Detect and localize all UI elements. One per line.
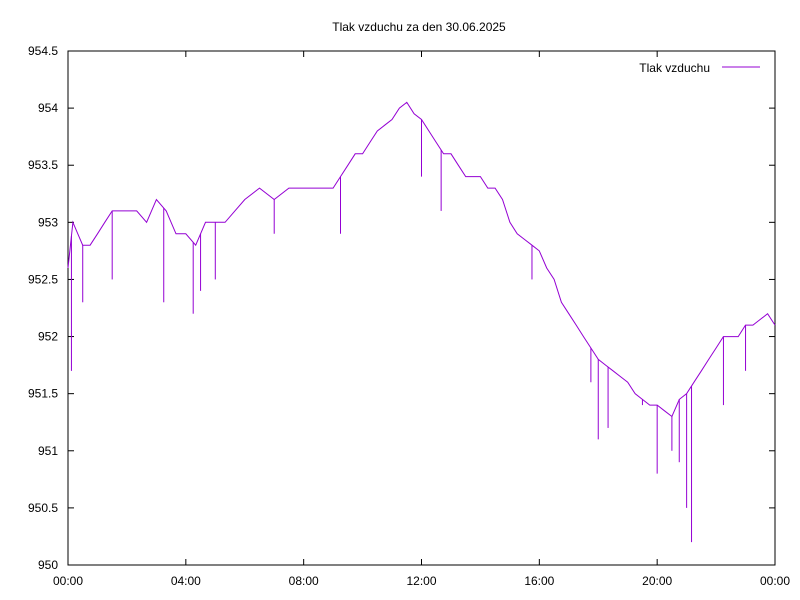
y-tick-label: 951.5 — [28, 387, 58, 401]
x-axis: 00:00 04:00 08:00 12:00 16:00 20:00 00:00 — [53, 51, 790, 588]
chart-title: Tlak vzduchu za den 30.06.2025 — [332, 20, 506, 34]
x-tick-label: 00:00 — [53, 574, 83, 588]
y-tick-label: 953 — [38, 215, 58, 229]
x-tick-label: 16:00 — [524, 574, 554, 588]
y-tick-label: 954.5 — [28, 44, 58, 58]
y-tick-label: 954 — [38, 101, 58, 115]
x-tick-label: 04:00 — [171, 574, 201, 588]
series-layer — [67, 101, 776, 543]
y-tick-label: 951 — [38, 444, 58, 458]
y-tick-label: 953.5 — [28, 158, 58, 172]
y-tick-label: 952 — [38, 330, 58, 344]
y-tick-label: 950.5 — [28, 501, 58, 515]
legend-label-tlak-vzduchu: Tlak vzduchu — [639, 61, 710, 75]
legend: Tlak vzduchu — [639, 61, 760, 75]
x-tick-label: 12:00 — [406, 574, 436, 588]
series-line-tlak-vzduchu — [67, 101, 776, 418]
x-tick-label: 20:00 — [642, 574, 672, 588]
x-tick-label: 00:00 — [760, 574, 790, 588]
y-tick-label: 950 — [38, 558, 58, 572]
y-axis: 950 950.5 951 951.5 952 952.5 953 953.5 954 954.5 — [28, 44, 775, 572]
x-tick-label: 08:00 — [289, 574, 319, 588]
y-tick-label: 952.5 — [28, 272, 58, 286]
